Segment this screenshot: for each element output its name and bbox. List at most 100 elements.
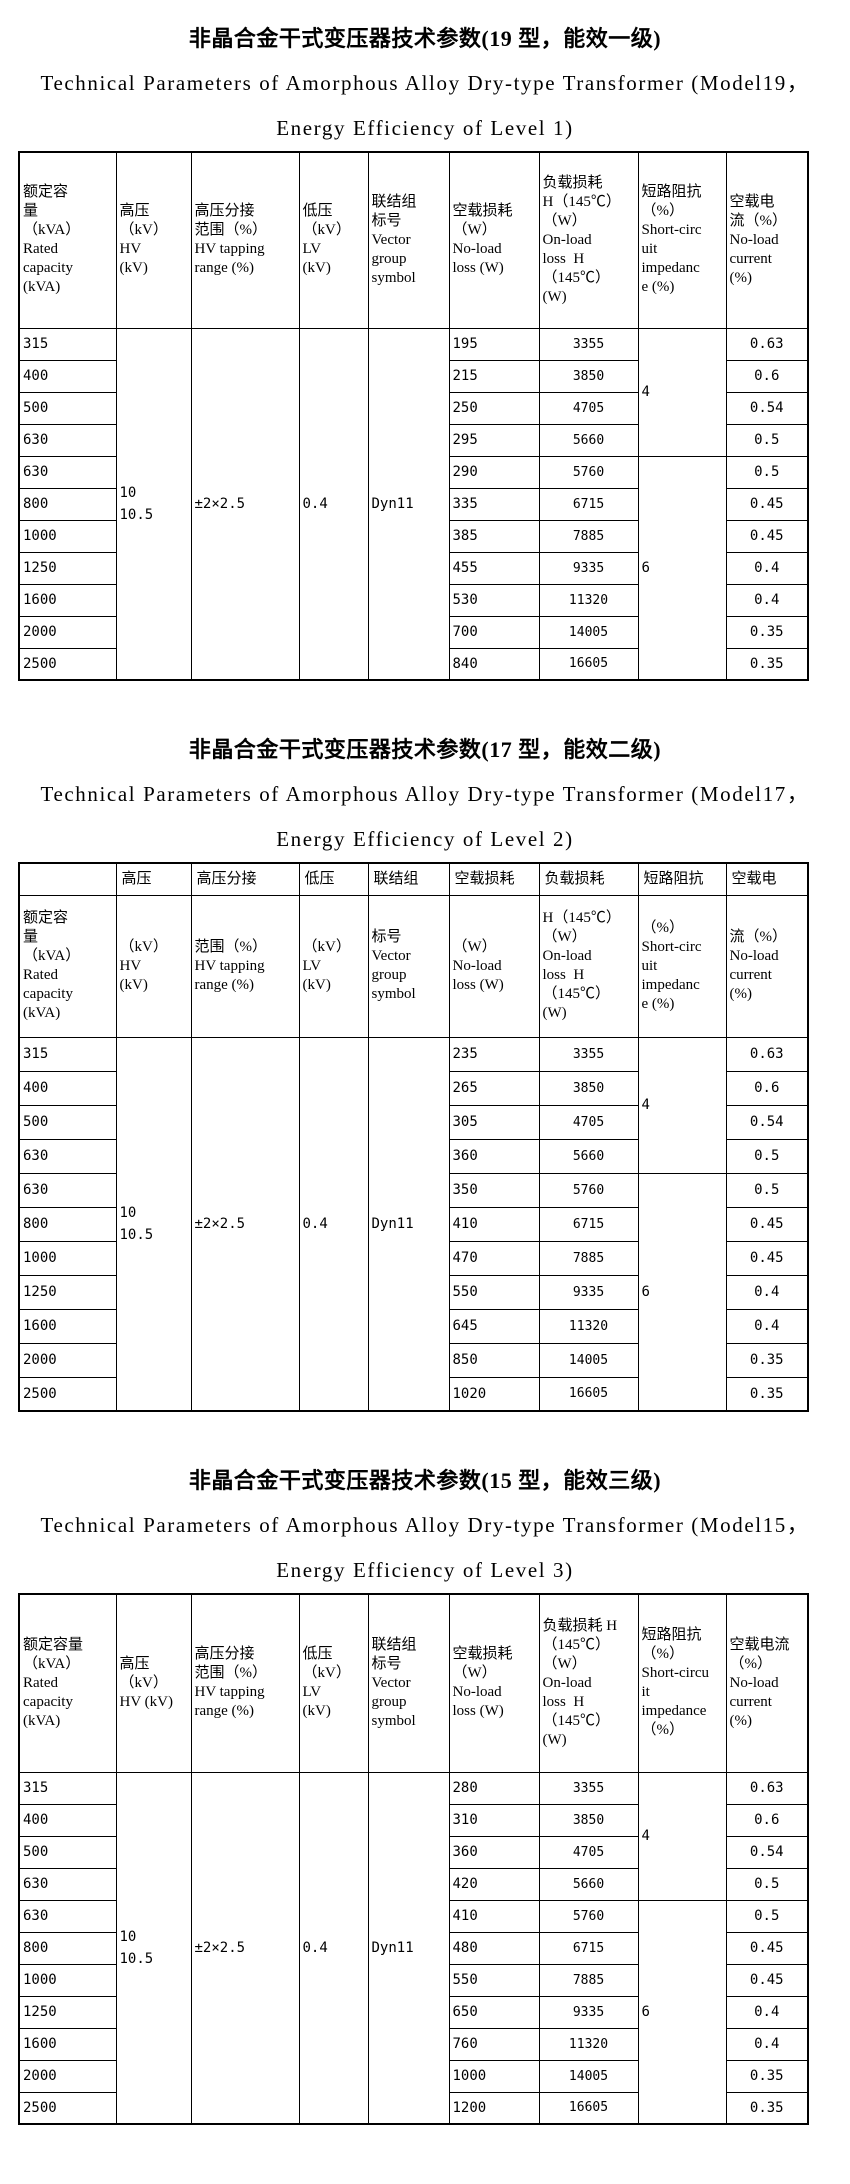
cell-no-load-loss: 350 bbox=[448, 1172, 540, 1208]
header-line: LV bbox=[302, 957, 322, 974]
table-row: 800 410 6715 0.45 bbox=[18, 1206, 809, 1242]
cell-on-load-loss: 6715 bbox=[538, 1206, 639, 1242]
cell-no-load-current: 0.35 bbox=[725, 1342, 809, 1378]
header-cell-top-rated-capacity bbox=[18, 862, 117, 896]
cell-no-load-loss: 195 bbox=[448, 327, 540, 361]
header-cell-lv: 低压 （kV） LV (kV) bbox=[298, 151, 369, 329]
cell-rated-capacity: 1250 bbox=[18, 551, 117, 585]
section-title-english-line2: Energy Efficiency of Level 1) bbox=[276, 116, 574, 140]
header-line: 范围（%） bbox=[194, 938, 268, 955]
header-cell-on-load-loss: 负载损耗 H （145℃） （W） On-load loss H （145℃） (W) bbox=[538, 1593, 639, 1773]
header-line: H（145℃） bbox=[542, 910, 621, 926]
table-model19-level1: 额定容量（kVA） Rated capacity (kVA) 高压 （kV） HV (kV) 高… bbox=[18, 151, 809, 681]
cell-rated-capacity: 315 bbox=[18, 327, 117, 361]
cell-no-load-loss: 530 bbox=[448, 583, 540, 617]
table-row: 400 265 3850 0.6 bbox=[18, 1070, 809, 1106]
header-line: e (%) bbox=[641, 279, 675, 296]
header-cell-no-load-current: 空载电流 （%） No-load current (%) bbox=[725, 1593, 809, 1773]
header-line: （kV） bbox=[119, 938, 168, 955]
cell-no-load-current: 0.35 bbox=[725, 2059, 809, 2093]
header-line: current bbox=[729, 967, 772, 983]
section-model19-level1: 非晶合金干式变压器技术参数(19 型，能效一级) Technical Param… bbox=[0, 16, 850, 681]
header-line: （145℃） bbox=[542, 1712, 611, 1729]
table-row: 1600 645 11320 0.4 bbox=[18, 1308, 809, 1344]
header-cell-no-load-loss: 空载损耗 （W） No-load loss (W) bbox=[448, 151, 540, 329]
header-line: range (%) bbox=[194, 1703, 255, 1720]
cell-lv: 0.4 bbox=[298, 327, 369, 681]
table-row: 630 360 5660 0.5 bbox=[18, 1138, 809, 1174]
header-line: 流（%） bbox=[729, 212, 788, 229]
cell-on-load-loss: 3355 bbox=[538, 327, 639, 361]
header-line: Vector bbox=[371, 948, 411, 964]
cell-on-load-loss: 3850 bbox=[538, 1803, 639, 1837]
cell-no-load-loss: 410 bbox=[448, 1899, 540, 1933]
header-line: 联结组 bbox=[371, 193, 417, 210]
header-line: 额定容 bbox=[23, 910, 69, 926]
section-title-chinese: 非晶合金干式变压器技术参数(15 型，能效三级) bbox=[188, 1468, 662, 1493]
header-line: （145℃） bbox=[542, 269, 611, 286]
header-line: 标号 bbox=[371, 929, 402, 945]
table-row: 630 410 5760 6 0.5 bbox=[18, 1899, 809, 2125]
table-row: 1250 650 9335 0.4 bbox=[18, 1995, 809, 2029]
cell-no-load-loss: 360 bbox=[448, 1138, 540, 1174]
header-cell-on-load-loss: H（145℃） （W） On-load loss H （145℃） (W) bbox=[538, 894, 639, 1038]
cell-on-load-loss: 5660 bbox=[538, 423, 639, 457]
header-line: group bbox=[371, 1693, 407, 1710]
hv-line: 10.5 bbox=[119, 1950, 154, 1967]
header-line: HV (kV) bbox=[119, 1693, 173, 1710]
section-title-english-line2: Energy Efficiency of Level 3) bbox=[276, 1558, 574, 1582]
header-cell-hv: 高压 （kV） HV (kV) bbox=[115, 151, 192, 329]
cell-rated-capacity: 1600 bbox=[18, 583, 117, 617]
header-line: （%） bbox=[641, 919, 685, 936]
cell-rated-capacity: 1000 bbox=[18, 519, 117, 553]
table-row: 1000 470 7885 0.45 bbox=[18, 1240, 809, 1276]
header-line: （W） bbox=[542, 212, 587, 229]
header-line: （%） bbox=[641, 1722, 685, 1739]
table-row: 2000 850 14005 0.35 bbox=[18, 1342, 809, 1378]
section-title-chinese: 非晶合金干式变压器技术参数(19 型，能效一级) bbox=[188, 26, 662, 51]
cell-no-load-current: 0.54 bbox=[725, 1104, 809, 1140]
cell-no-load-loss: 840 bbox=[448, 647, 540, 681]
header-cell-hv-tapping-range: 高压分接 范围（%） HV tapping range (%) bbox=[190, 151, 300, 329]
cell-no-load-loss: 360 bbox=[448, 1835, 540, 1869]
header-line: （kV） bbox=[302, 222, 351, 239]
cell-rated-capacity: 1600 bbox=[18, 2027, 117, 2061]
header-line: On-load bbox=[542, 948, 592, 964]
header-line: symbol bbox=[371, 986, 416, 1002]
cell-no-load-loss: 455 bbox=[448, 551, 540, 585]
cell-no-load-current: 0.35 bbox=[725, 615, 809, 649]
cell-no-load-loss: 480 bbox=[448, 1931, 540, 1965]
cell-no-load-current: 0.35 bbox=[725, 2091, 809, 2125]
cell-on-load-loss: 14005 bbox=[538, 2059, 639, 2093]
header-line: (kVA) bbox=[23, 279, 61, 296]
section-title-english-line1: Technical Parameters of Amorphous Alloy … bbox=[40, 782, 810, 806]
header-line: No-load bbox=[729, 1674, 779, 1691]
cell-no-load-loss: 295 bbox=[448, 423, 540, 457]
header-line: 范围（%） bbox=[194, 222, 268, 239]
header-line: HV tapping bbox=[194, 957, 265, 974]
cell-no-load-current: 0.63 bbox=[725, 1771, 809, 1805]
cell-no-load-current: 0.4 bbox=[725, 2027, 809, 2061]
header-line: 空载损耗 bbox=[452, 1646, 513, 1663]
cell-no-load-current: 0.4 bbox=[725, 1995, 809, 2029]
table-row: 1250 550 9335 0.4 bbox=[18, 1274, 809, 1310]
cell-rated-capacity: 1250 bbox=[18, 1274, 117, 1310]
header-line: symbol bbox=[371, 1712, 416, 1729]
header-line: 范围（%） bbox=[194, 1665, 268, 1682]
header-line: （kVA） bbox=[23, 1655, 81, 1672]
cell-rated-capacity: 800 bbox=[18, 1206, 117, 1242]
cell-lv: 0.4 bbox=[298, 1036, 369, 1412]
cell-on-load-loss: 6715 bbox=[538, 1931, 639, 1965]
header-cell-top-vector-group-symbol: 联结组 bbox=[367, 862, 450, 896]
cell-on-load-loss: 4705 bbox=[538, 1835, 639, 1869]
cell-no-load-current: 0.6 bbox=[725, 359, 809, 393]
cell-on-load-loss: 5760 bbox=[538, 455, 639, 489]
header-line: 额定容量 bbox=[23, 1636, 84, 1653]
header-cell-hv: 高压 （kV） HV (kV) bbox=[115, 1593, 192, 1773]
table-row: 630 290 5760 6 0.5 bbox=[18, 455, 809, 681]
section-model15-level3: 非晶合金干式变压器技术参数(15 型，能效三级) Technical Param… bbox=[0, 1458, 850, 2125]
cell-rated-capacity: 1600 bbox=[18, 1308, 117, 1344]
table-row: 500 250 4705 0.54 bbox=[18, 391, 809, 425]
header-line: （%） bbox=[641, 203, 685, 220]
cell-no-load-loss: 760 bbox=[448, 2027, 540, 2061]
